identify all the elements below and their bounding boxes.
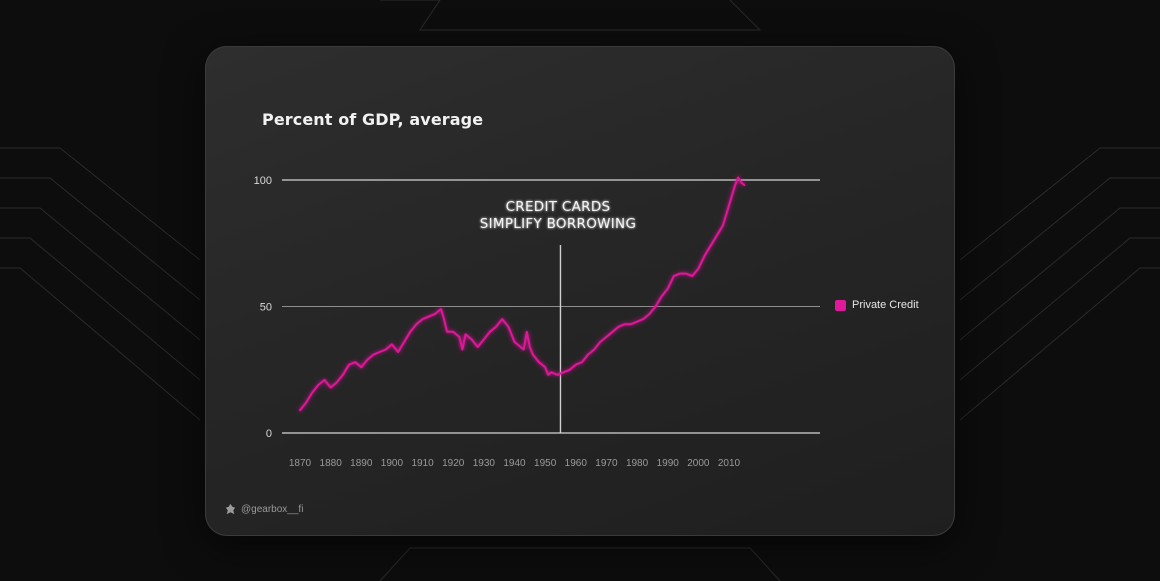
watermark: @gearbox__fi bbox=[224, 503, 303, 516]
x-tick-label: 1880 bbox=[320, 458, 343, 469]
y-tick-label: 0 bbox=[266, 428, 272, 440]
annotation-text: SIMPLIFY BORROWING bbox=[480, 216, 636, 232]
x-tick-label: 2010 bbox=[718, 458, 741, 469]
x-tick-label: 1960 bbox=[565, 458, 588, 469]
y-tick-label: 100 bbox=[254, 175, 272, 187]
legend-label: Private Credit bbox=[852, 299, 919, 311]
series-line-private-credit bbox=[299, 176, 746, 412]
legend-swatch bbox=[835, 299, 846, 311]
x-tick-label: 1990 bbox=[657, 458, 680, 469]
legend: Private Credit bbox=[835, 299, 919, 311]
x-tick-label: 1970 bbox=[595, 458, 618, 469]
x-tick-label: 1900 bbox=[381, 458, 404, 469]
x-tick-label: 1930 bbox=[473, 458, 496, 469]
x-tick-label: 1890 bbox=[350, 458, 373, 469]
x-tick-label: 1950 bbox=[534, 458, 557, 469]
chart-card bbox=[205, 46, 955, 536]
x-tick-label: 1870 bbox=[289, 458, 312, 469]
chart-title: Percent of GDP, average bbox=[262, 110, 484, 129]
x-tick-label: 1940 bbox=[503, 458, 526, 469]
y-tick-label: 50 bbox=[260, 302, 272, 314]
x-tick-label: 1980 bbox=[626, 458, 649, 469]
watermark-handle: @gearbox__fi bbox=[241, 504, 304, 515]
x-tick-label: 1920 bbox=[442, 458, 465, 469]
annotation-text: CREDIT CARDS bbox=[506, 199, 611, 215]
x-tick-label: 1910 bbox=[411, 458, 434, 469]
x-tick-label: 2000 bbox=[687, 458, 710, 469]
gearbox-logo-icon bbox=[225, 503, 236, 515]
